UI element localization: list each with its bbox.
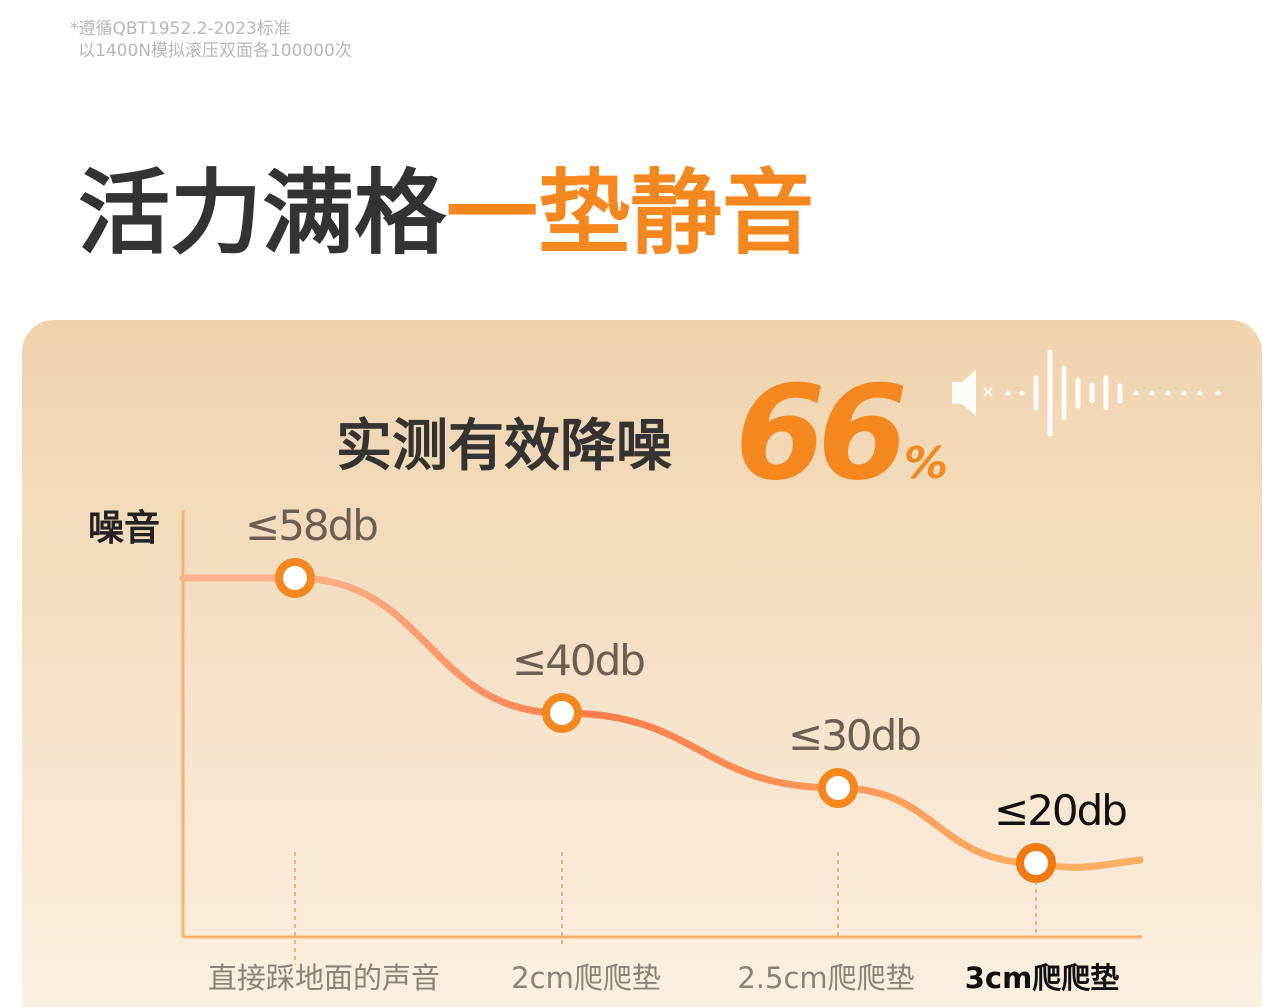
reduction-label: 实测有效降噪 xyxy=(336,414,672,479)
data-label: ≤58db xyxy=(245,501,377,550)
data-label: ≤30db xyxy=(788,711,920,760)
data-point xyxy=(1016,843,1056,883)
x-tick-label: 2cm爬爬垫 xyxy=(511,961,661,995)
x-tick-label: 3cm爬爬垫 xyxy=(965,961,1120,995)
x-tick-label: 直接踩地面的声音 xyxy=(208,961,440,995)
headline-accent: 一垫静音 xyxy=(446,160,814,267)
headline: 活力满格一垫静音 xyxy=(78,160,814,267)
data-label: ≤20db xyxy=(994,786,1126,835)
note: 以1400N模拟滚压双面各100000次 xyxy=(78,41,352,61)
note: *遵循QBT1952.2-2023标准 xyxy=(70,19,291,39)
plot: ≤58db 直接踩地面的声音 ≤40db 2cm爬爬垫 ≤30db 2.5cm爬爬垫 ≤20… xyxy=(179,501,1144,995)
data-point xyxy=(542,693,582,733)
line-series xyxy=(291,574,1040,867)
reduction-number: 66 xyxy=(735,357,903,509)
headline-dark: 活力满格 xyxy=(78,160,447,267)
sound-icon xyxy=(952,349,1221,437)
data-point xyxy=(818,768,858,808)
data-point xyxy=(275,558,315,598)
x-tick-label: 2.5cm爬爬垫 xyxy=(737,961,914,995)
reduction-unit: % xyxy=(904,438,946,489)
data-label: ≤40db xyxy=(512,636,644,685)
y-axis-label: 噪音 xyxy=(88,508,160,549)
reduction-value: 66% xyxy=(735,357,946,509)
